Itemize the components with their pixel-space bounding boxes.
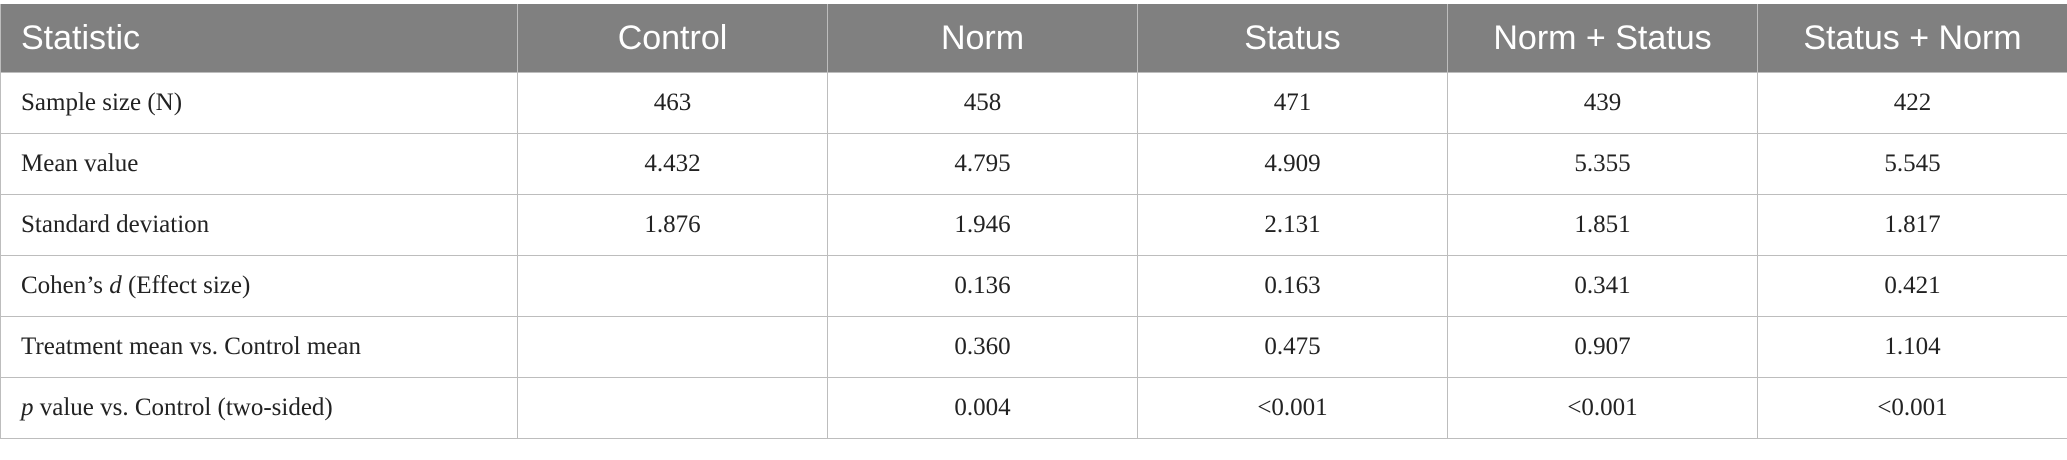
header-cell: Status [1137,4,1448,73]
value-cell: 463 [517,72,828,134]
value-cell: 4.795 [827,133,1138,195]
label-text: (Effect size) [121,272,251,299]
value-cell: 5.545 [1757,133,2067,195]
value-cell: 0.475 [1137,316,1448,378]
value-cell: 1.817 [1757,194,2067,256]
value-cell: 1.104 [1757,316,2067,378]
label-italic: p [21,394,34,421]
value-cell: 2.131 [1137,194,1448,256]
label-italic: d [109,272,122,299]
header-cell: Norm [827,4,1138,73]
table-body: Sample size (N) 463 458 471 439 422 Mean value… [0,72,2067,439]
value-cell: 0.341 [1447,255,1758,317]
label-text: Standard deviation [21,211,210,238]
value-cell: 422 [1757,72,2067,134]
empty-cell [517,316,828,378]
stats-table: Statistic Control Norm Status Norm + Status S… [0,4,2067,439]
value-cell: 1.851 [1447,194,1758,256]
row-label: Treatment mean vs. Control mean [0,316,518,378]
header-cell: Control [517,4,828,73]
value-cell: 4.909 [1137,133,1448,195]
label-text: Treatment mean vs. Control mean [21,333,361,360]
table-row: Cohen’s d (Effect size) 0.136 0.163 0.341 0.… [0,255,2067,317]
value-cell: 471 [1137,72,1448,134]
header-cell: Statistic [0,4,518,73]
value-cell: 439 [1447,72,1758,134]
label-text: value vs. Control (two-sided) [33,394,333,421]
table-row: Sample size (N) 463 458 471 439 422 [0,72,2067,134]
header-cell: Status + Norm [1757,4,2067,73]
value-cell: 1.876 [517,194,828,256]
value-cell: <0.001 [1137,377,1448,439]
row-label: Mean value [0,133,518,195]
label-text: Mean value [21,150,139,177]
value-cell: 0.907 [1447,316,1758,378]
value-cell: 5.355 [1447,133,1758,195]
table-row: Treatment mean vs. Control mean 0.360 0.47… [0,316,2067,378]
table-row: Mean value 4.432 4.795 4.909 5.355 5.545 [0,133,2067,195]
row-label: Sample size (N) [0,72,518,134]
value-cell: 0.421 [1757,255,2067,317]
row-label: p value vs. Control (two-sided) [0,377,518,439]
value-cell: 458 [827,72,1138,134]
empty-cell [517,255,828,317]
value-cell: <0.001 [1757,377,2067,439]
table-row: Standard deviation 1.876 1.946 2.131 1.851 1.… [0,194,2067,256]
table-row: p value vs. Control (two-sided) 0.004 <0.0… [0,377,2067,439]
row-label: Standard deviation [0,194,518,256]
value-cell: <0.001 [1447,377,1758,439]
row-label: Cohen’s d (Effect size) [0,255,518,317]
value-cell: 4.432 [517,133,828,195]
label-text: Sample size (N) [21,89,183,116]
value-cell: 1.946 [827,194,1138,256]
header-row: Statistic Control Norm Status Norm + Status S… [0,4,2067,73]
header-cell: Norm + Status [1447,4,1758,73]
value-cell: 0.360 [827,316,1138,378]
empty-cell [517,377,828,439]
value-cell: 0.163 [1137,255,1448,317]
label-text: Cohen’s [21,272,110,299]
value-cell: 0.136 [827,255,1138,317]
value-cell: 0.004 [827,377,1138,439]
